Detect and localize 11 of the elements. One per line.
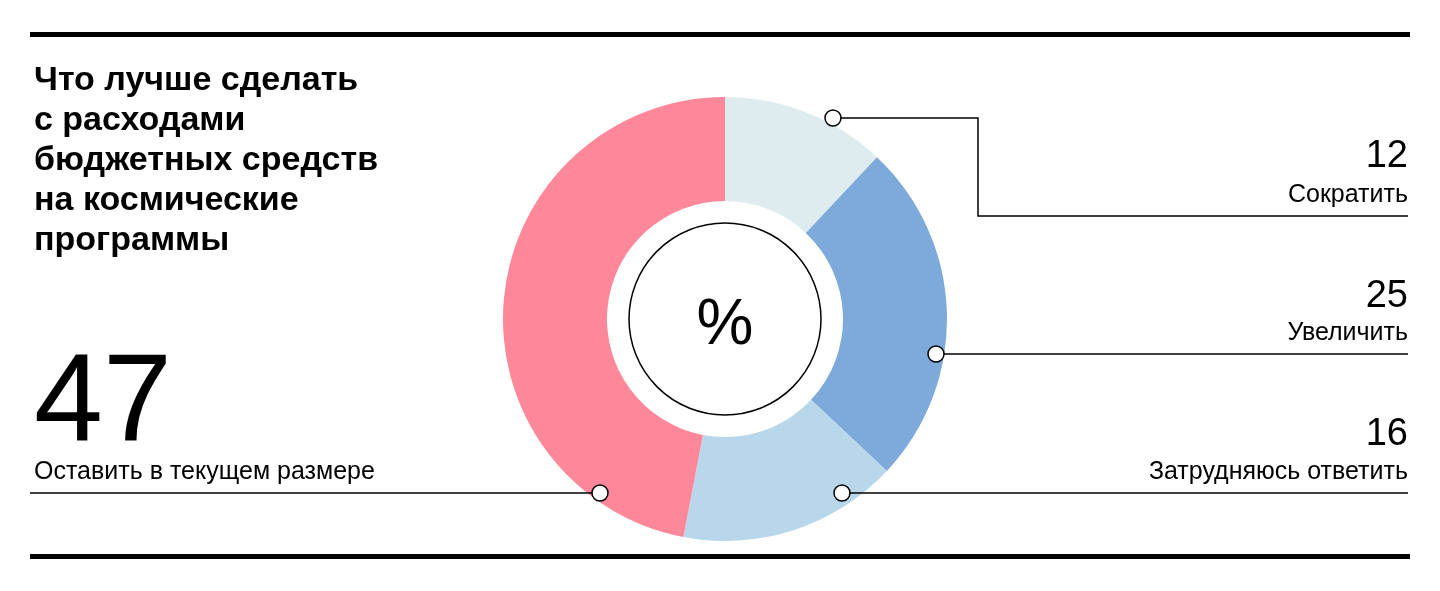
slice-label: Затрудняюсь ответить [1148, 455, 1408, 485]
slice-label: Сократить [1287, 178, 1408, 208]
donut-slice [725, 97, 877, 233]
data-label: 25 [1365, 273, 1408, 315]
data-label: 12 [1365, 133, 1408, 175]
donut-slice [805, 157, 947, 471]
donut-slice [683, 399, 887, 541]
data-label: 16 [1365, 411, 1408, 453]
text: Что лучше сделать с расходами бюджетных средств на космические программы [34, 58, 379, 258]
slice-label: Увеличить [1287, 316, 1408, 346]
text: % [696, 285, 754, 359]
